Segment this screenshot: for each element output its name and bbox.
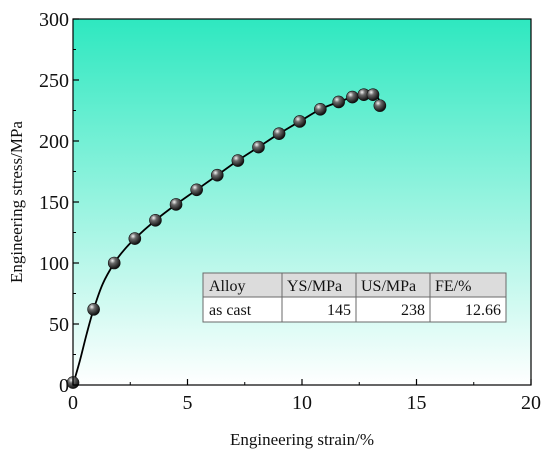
- x-tick-label: 0: [68, 392, 78, 414]
- x-tick-label: 20: [521, 392, 541, 414]
- x-tick-label: 15: [407, 392, 427, 414]
- data-point-14: [346, 90, 359, 104]
- data-point-17: [373, 99, 387, 112]
- data-point-2: [107, 256, 121, 270]
- table-border-outline: [202, 272, 507, 323]
- y-axis-title: Engineering stress/MPa: [7, 121, 26, 283]
- data-point-13: [332, 95, 345, 109]
- table-header-ys: YS/MPa: [287, 278, 342, 295]
- data-point-3: [128, 232, 142, 245]
- table-header-us: US/MPa: [361, 278, 416, 295]
- table-header-fe: FE/%: [435, 278, 471, 295]
- table-header-bg: [203, 273, 506, 297]
- y-tick-label: 250: [39, 70, 69, 92]
- y-tick-label: 150: [39, 192, 69, 214]
- data-point-16: [366, 88, 380, 101]
- x-tick-label: 10: [292, 392, 312, 414]
- x-tick-label: 5: [183, 392, 193, 414]
- data-point-4: [149, 214, 162, 227]
- y-tick-label: 0: [59, 375, 69, 397]
- data-point-7: [210, 168, 224, 182]
- data-point-9: [252, 140, 265, 154]
- y-tick-label: 100: [39, 253, 69, 275]
- plot-area: [73, 19, 531, 385]
- data-point-5: [169, 198, 183, 211]
- y-tick-label: 300: [39, 9, 69, 31]
- data-point-8: [231, 154, 245, 167]
- data-point-1: [87, 303, 100, 316]
- y-tick-label: 200: [39, 131, 69, 153]
- table-cell-us: 238: [401, 302, 425, 319]
- table-cell-ys: 145: [327, 302, 351, 319]
- data-point-12: [314, 102, 327, 116]
- data-point-11: [293, 115, 307, 128]
- data-point-6: [190, 183, 203, 197]
- x-axis-title: Engineering strain/%: [230, 430, 374, 449]
- data-markers-layer: [66, 88, 387, 389]
- property-table: Alloy YS/MPa US/MPa FE/% as cast 145 238…: [202, 272, 507, 323]
- table-cell-fe: 12.66: [465, 302, 501, 319]
- data-point-10: [272, 127, 286, 140]
- y-tick-label: 50: [49, 314, 69, 336]
- table-header-alloy: Alloy: [209, 278, 245, 295]
- table-cell-alloy: as cast: [209, 302, 252, 319]
